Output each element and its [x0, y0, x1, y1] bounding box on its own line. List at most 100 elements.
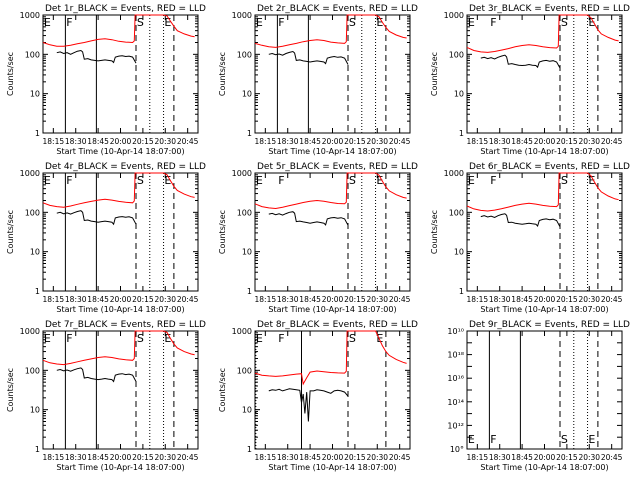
- lld-rate-line: [42, 172, 195, 208]
- x-tick-label: 18:30: [277, 137, 299, 146]
- panel-title: Det 9r_BLACK = Events, RED = LLD: [469, 320, 630, 330]
- x-tick-label: 20:15: [132, 453, 154, 462]
- plot-frame: [42, 172, 199, 292]
- x-axis-title: Start Time (10-Apr-14 18:07:00): [480, 147, 608, 156]
- event-marker-label: S: [137, 332, 144, 345]
- panel-det-3: Det 3r_BLACK = Events, RED = LLD 1 10 100 10…: [430, 4, 630, 156]
- event-marker-label: S: [561, 433, 568, 446]
- panel-det-6: Det 6r_BLACK = Events, RED = LLD 1 10 100 10…: [430, 162, 630, 314]
- event-rate-line: [56, 49, 137, 64]
- plot-frame: [42, 330, 199, 450]
- x-tick-label: 20:30: [366, 453, 388, 462]
- y-tick-label: 100: [237, 366, 252, 375]
- x-tick-label: 18:15: [43, 295, 65, 304]
- plot-frame: [466, 330, 623, 450]
- y-tick-label: 10: [30, 248, 40, 257]
- y-axis-title: Counts/sec: [218, 210, 227, 254]
- x-tick-label: 18:30: [65, 295, 87, 304]
- x-tick-label: 20:45: [177, 137, 199, 146]
- x-tick-label: 20:00: [534, 137, 556, 146]
- y-tick-label: 1: [459, 287, 464, 296]
- x-tick-label: 18:30: [489, 137, 511, 146]
- panel-det-8: Det 8r_BLACK = Events, RED = LLD 1 10 100 10…: [218, 320, 418, 472]
- event-marker-label: E: [588, 433, 595, 446]
- y-tick-label: 100: [25, 208, 40, 217]
- panel-title: Det 6r_BLACK = Events, RED = LLD: [469, 162, 630, 172]
- y-tick-label: 100: [25, 366, 40, 375]
- x-tick-label: 18:45: [511, 295, 533, 304]
- x-tick-label: 18:15: [255, 453, 277, 462]
- event-marker-label: S: [561, 174, 568, 187]
- event-marker-label: E: [588, 174, 595, 187]
- x-tick-label: 18:15: [467, 295, 489, 304]
- x-tick-label: 20:30: [578, 295, 600, 304]
- y-tick-label: 1: [247, 129, 252, 138]
- event-marker-label: E: [468, 433, 475, 446]
- x-tick-label: 20:15: [132, 137, 154, 146]
- event-marker-label: E: [44, 174, 51, 187]
- panel-title: Det 8r_BLACK = Events, RED = LLD: [257, 320, 418, 330]
- x-tick-label: 20:45: [389, 453, 411, 462]
- y-tick-label: 10¹²: [447, 421, 464, 430]
- x-tick-label: 20:45: [601, 453, 623, 462]
- event-marker-label: F: [66, 174, 72, 187]
- x-tick-label: 18:30: [489, 453, 511, 462]
- event-marker-label: S: [561, 16, 568, 29]
- x-tick-label: 18:30: [277, 295, 299, 304]
- y-tick-label: 1000: [232, 169, 252, 178]
- y-tick-label: 1: [35, 287, 40, 296]
- panel-title: Det 4r_BLACK = Events, RED = LLD: [45, 162, 206, 172]
- x-axis-title: Start Time (10-Apr-14 18:07:00): [480, 305, 608, 314]
- y-tick-label: 1000: [232, 327, 252, 336]
- y-tick-label: 10: [454, 90, 464, 99]
- y-tick-label: 100: [25, 50, 40, 59]
- panel-det-9: Det 9r_BLACK = Events, RED = LLD 10° 10¹² 1…: [447, 320, 630, 472]
- event-marker-label: S: [349, 16, 356, 29]
- event-rate-line: [480, 213, 561, 228]
- lld-rate-line: [466, 172, 619, 212]
- y-tick-label: 1000: [20, 169, 40, 178]
- event-marker-label: S: [349, 332, 356, 345]
- event-marker-label: E: [376, 16, 383, 29]
- x-tick-label: 20:30: [578, 453, 600, 462]
- y-tick-label: 100: [449, 50, 464, 59]
- event-marker-label: E: [256, 332, 263, 345]
- y-tick-label: 1: [459, 129, 464, 138]
- x-tick-label: 18:30: [489, 295, 511, 304]
- x-axis-title: Start Time (10-Apr-14 18:07:00): [56, 147, 184, 156]
- x-tick-label: 20:30: [154, 453, 176, 462]
- y-tick-label: 1000: [20, 11, 40, 20]
- x-tick-label: 20:00: [110, 295, 132, 304]
- y-axis-title: Counts/sec: [218, 368, 227, 412]
- lld-rate-line: [42, 14, 195, 47]
- x-axis-title: Start Time (10-Apr-14 18:07:00): [56, 305, 184, 314]
- event-marker-label: F: [490, 174, 496, 187]
- x-tick-label: 20:45: [601, 137, 623, 146]
- lld-rate-line: [254, 14, 407, 48]
- event-marker-label: E: [44, 332, 51, 345]
- lld-rate-line: [254, 330, 407, 386]
- y-tick-label: 1000: [444, 169, 464, 178]
- plot-frame: [254, 172, 411, 292]
- y-tick-label: 1000: [232, 11, 252, 20]
- y-tick-label: 1: [247, 445, 252, 454]
- plot-frame: [466, 172, 623, 292]
- panel-det-7: Det 7r_BLACK = Events, RED = LLD 1 10 100 10…: [6, 320, 206, 472]
- event-marker-label: E: [44, 16, 51, 29]
- x-tick-label: 20:45: [177, 295, 199, 304]
- event-marker-label: S: [137, 174, 144, 187]
- panel-title: Det 5r_BLACK = Events, RED = LLD: [257, 162, 418, 172]
- x-tick-label: 20:45: [177, 453, 199, 462]
- y-tick-label: 10: [242, 406, 252, 415]
- event-rate-line: [268, 388, 349, 422]
- x-tick-label: 18:15: [255, 137, 277, 146]
- event-marker-label: F: [66, 332, 72, 345]
- panel-title: Det 1r_BLACK = Events, RED = LLD: [45, 4, 206, 14]
- event-marker-label: E: [164, 174, 171, 187]
- panel-det-1: Det 1r_BLACK = Events, RED = LLD 1 10 100 10…: [6, 4, 206, 156]
- y-tick-label: 10¹⁰: [447, 327, 464, 336]
- x-tick-label: 20:30: [578, 137, 600, 146]
- event-marker-label: F: [490, 16, 496, 29]
- panel-title: Det 7r_BLACK = Events, RED = LLD: [45, 320, 206, 330]
- plot-frame: [466, 14, 623, 134]
